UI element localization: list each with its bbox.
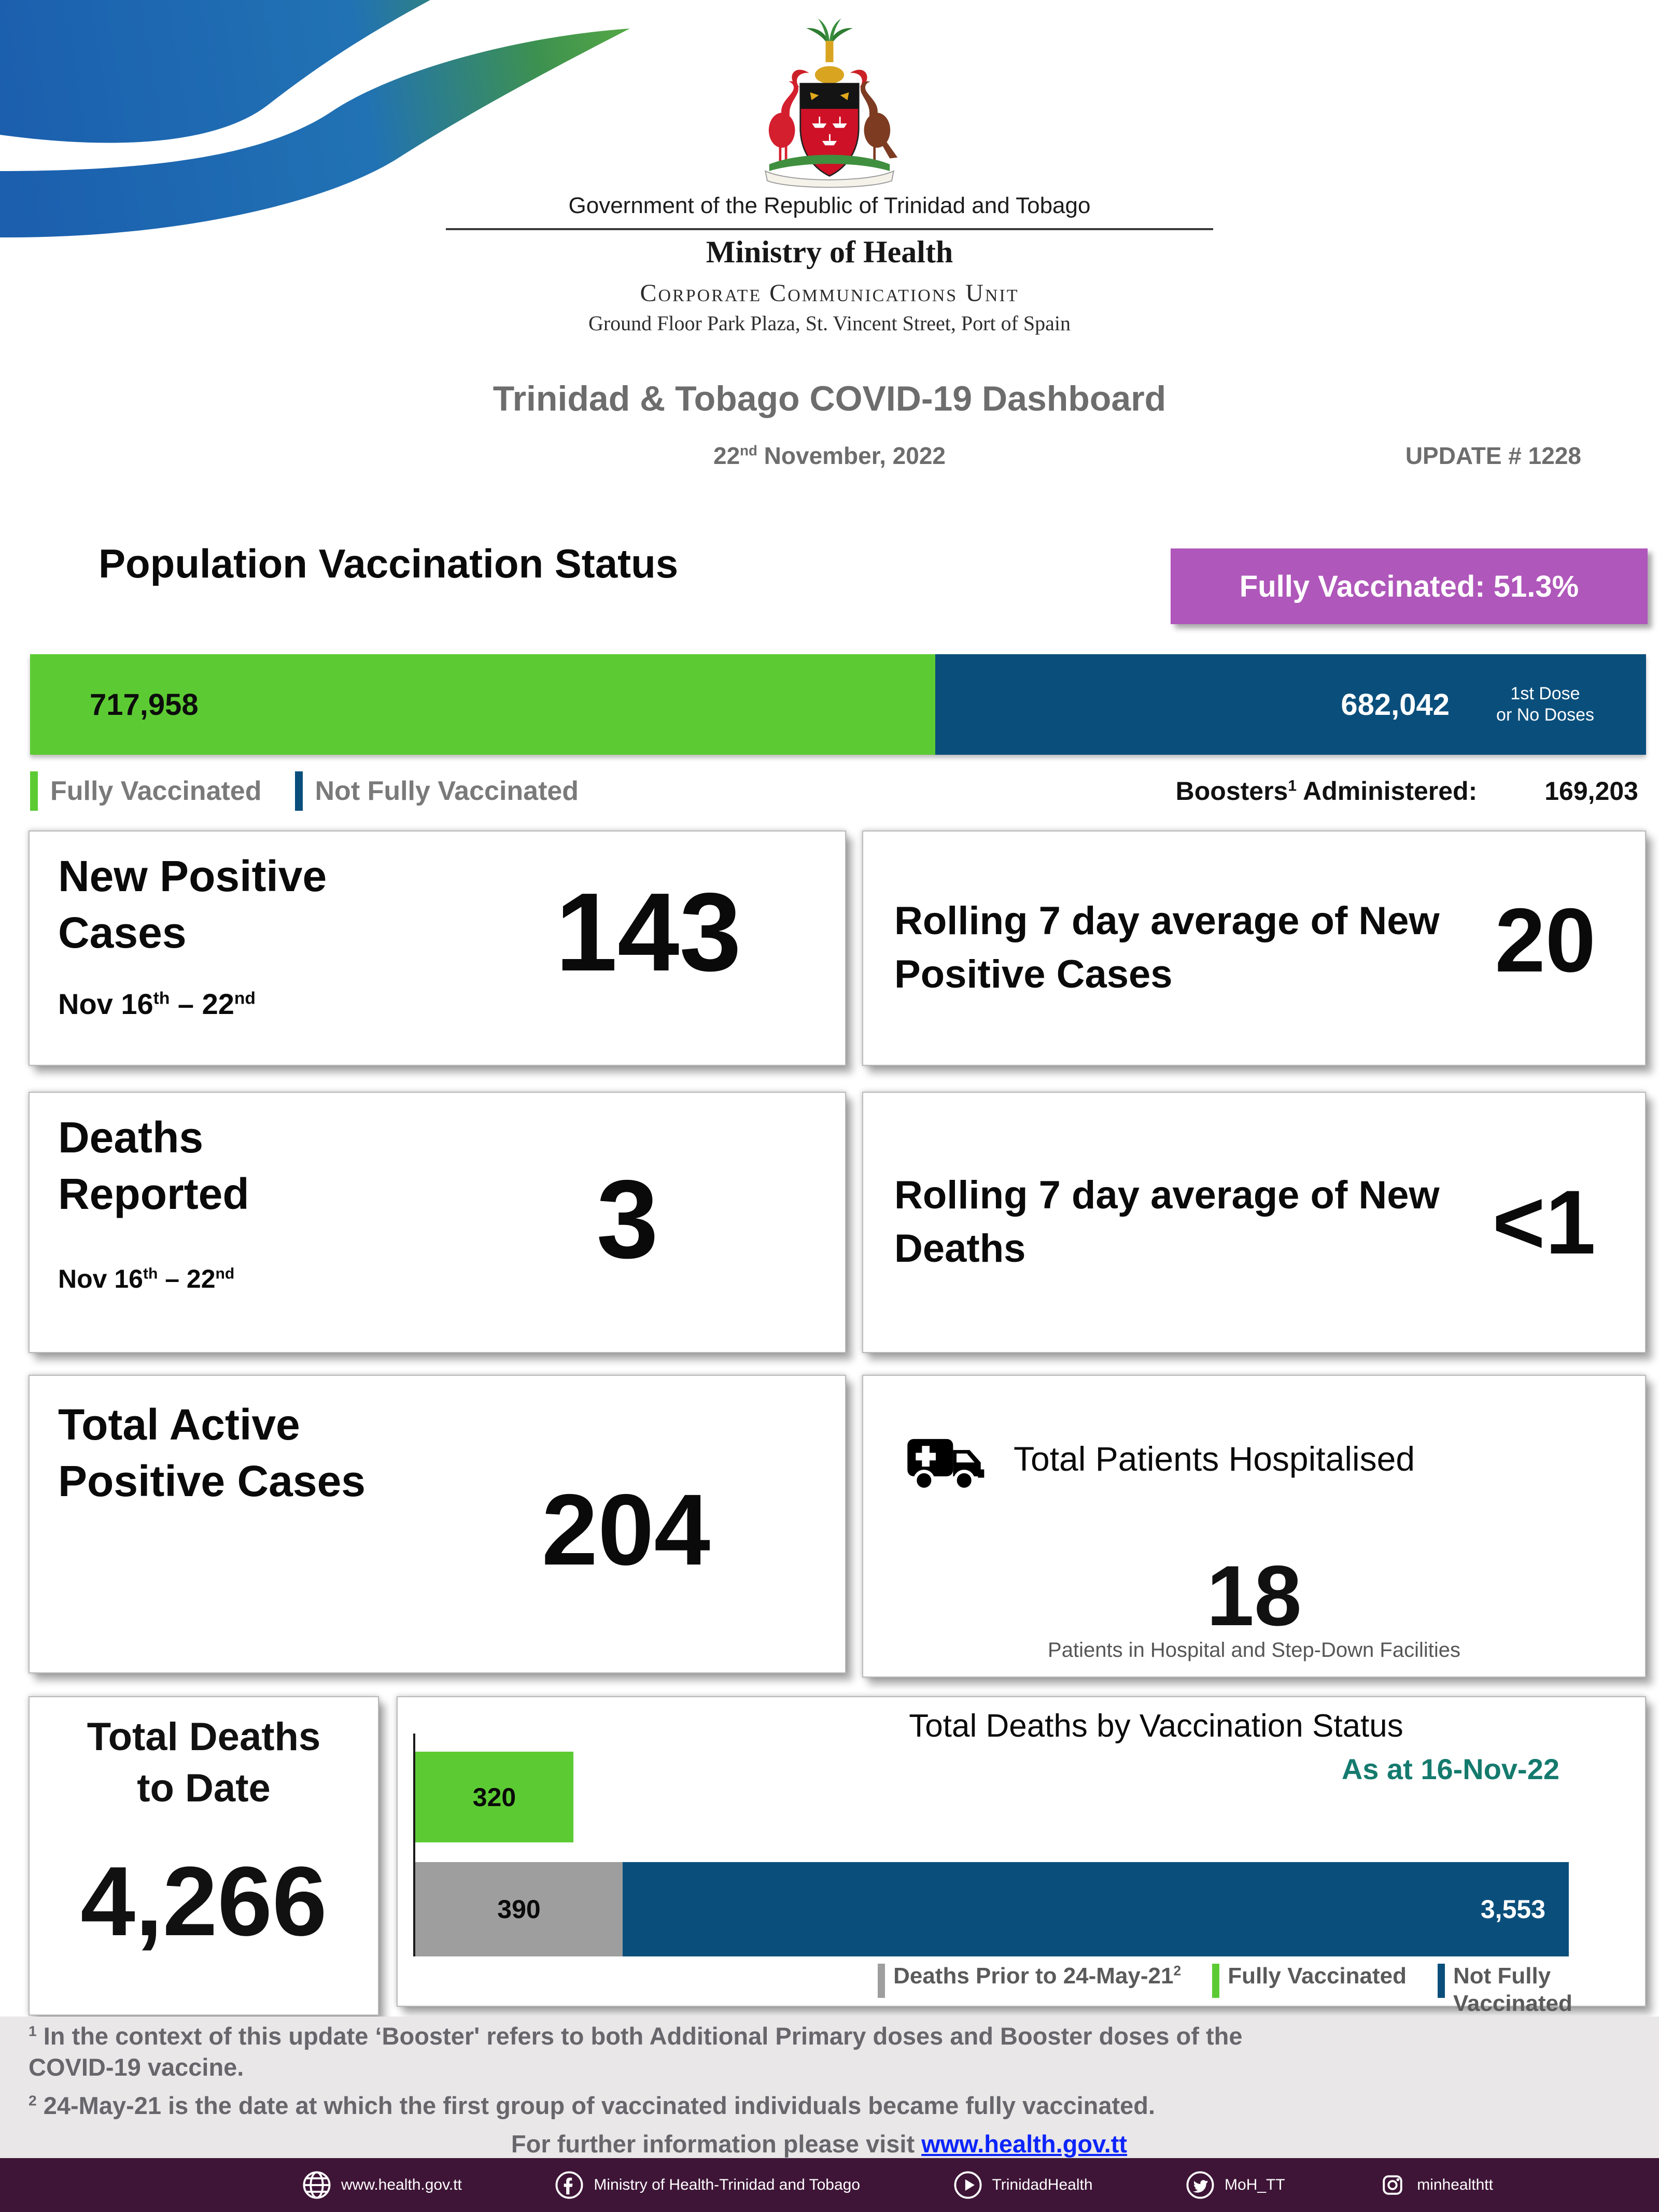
chart-axis-line (413, 1734, 415, 1956)
not-fully-legend-swatch (294, 771, 303, 811)
card-period: Nov 16th – 22nd (58, 988, 256, 1020)
vaccination-section-title: Population Vaccination Status (99, 541, 679, 586)
deaths-prior-bar-label: 390 (497, 1895, 541, 1924)
card-value: 20 (1495, 890, 1596, 991)
deaths-reported-card: Deaths Reported Nov 16th – 22nd 3 (29, 1092, 846, 1353)
crest-cocrico-right (861, 81, 898, 162)
card-title: Total Active Positive Cases (58, 1400, 366, 1506)
hospitalised-card: Total Patients Hospitalised 18 Patients … (862, 1375, 1646, 1678)
card-value: 204 (541, 1473, 710, 1586)
card-caption: Patients in Hospital and Step-Down Facil… (1048, 1639, 1460, 1661)
fully-vaccinated-count: 717,958 (90, 687, 199, 722)
legend-item-fully: Fully Vaccinated (1212, 1963, 1407, 2018)
chart-legend: Deaths Prior to 24-May-212 Fully Vaccina… (878, 1963, 1609, 2018)
fully-vaccinated-badge: Fully Vaccinated: 51.3% (1171, 548, 1648, 624)
fully-vaccinated-bar-label: 320 (472, 1782, 516, 1812)
ministry-address: Ground Floor Park Plaza, St. Vincent Str… (588, 312, 1071, 335)
fully-legend-swatch (1212, 1964, 1220, 1998)
not-fully-count: 682,042 (1341, 687, 1450, 722)
card-value: 18 (1206, 1548, 1302, 1643)
facebook-icon (555, 2171, 583, 2199)
not-fully-vaccinated-segment: 682,042 1st Dose or No Doses (935, 654, 1646, 755)
card-title: Total Deaths to Date (87, 1715, 321, 1810)
rolling-average-deaths-card: Rolling 7 day average of New Deaths <1 (862, 1092, 1646, 1353)
rolling-average-cases-card: Rolling 7 day average of New Positive Ca… (862, 830, 1646, 1066)
chart-as-at-date: As at 16-Nov-22 (1341, 1753, 1559, 1785)
card-title: New Positive Cases (58, 852, 327, 957)
card-title: Total Patients Hospitalised (1014, 1440, 1415, 1478)
footer-facebook[interactable]: Ministry of Health-Trinidad and Tobago (553, 2169, 860, 2201)
youtube-icon (954, 2171, 981, 2199)
vaccination-bar: 717,958 682,042 1st Dose or No Doses (30, 654, 1646, 755)
card-value: 4,266 (80, 1847, 327, 1956)
footer-twitter[interactable]: MoH_TT (1184, 2169, 1285, 2201)
card-value: 3 (596, 1157, 658, 1281)
more-info-line: For further information please visit www… (511, 2130, 1128, 2158)
first-dose-note: 1st Dose or No Doses (1496, 684, 1594, 725)
legend-item-not-fully: Not Fully Vaccinated (1438, 1963, 1609, 2018)
header-divider (446, 228, 1213, 230)
social-footer: www.health.gov.tt Ministry of Health-Tri… (0, 2158, 1659, 2212)
prior-legend-swatch (878, 1964, 885, 1998)
card-title: Rolling 7 day average of New Positive Ca… (894, 899, 1440, 996)
crest-shield (799, 82, 860, 177)
stacked-deaths-bar: 390 3,553 (415, 1862, 1569, 1956)
deaths-by-vaccination-chart-card: Total Deaths by Vaccination Status As at… (397, 1696, 1646, 2016)
ambulance-icon (907, 1439, 985, 1491)
not-fully-legend-swatch (1438, 1964, 1445, 1998)
card-title: Deaths Reported (58, 1113, 249, 1219)
not-fully-bar-label: 3,553 (1480, 1895, 1545, 1924)
card-title: Rolling 7 day average of New Deaths (894, 1173, 1440, 1271)
unit-name: Corporate Communications Unit (640, 279, 1019, 307)
coat-of-arms (764, 18, 898, 188)
footnote-1: 1 In the context of this update ‘Booster… (29, 2022, 1243, 2081)
boosters-value: 169,203 (1544, 777, 1638, 806)
twitter-icon (1186, 2171, 1214, 2199)
fully-vaccinated-legend-label: Fully Vaccinated (50, 776, 262, 806)
instagram-icon (1383, 2175, 1402, 2195)
boosters-administered: Boosters1 Administered: 169,203 (1175, 777, 1638, 806)
card-value: <1 (1492, 1172, 1596, 1273)
fully-vaccinated-segment: 717,958 (30, 654, 935, 755)
fully-vaccinated-bar: 320 (415, 1752, 573, 1842)
corner-swoosh-graphic (0, 0, 630, 238)
footnote-2: 2 24-May-21 is the date at which the fir… (29, 2092, 1156, 2120)
globe-icon (303, 2171, 331, 2199)
total-active-cases-card: Total Active Positive Cases 204 (29, 1375, 846, 1673)
update-number: UPDATE # 1228 (1405, 442, 1581, 469)
card-period: Nov 16th – 22nd (58, 1264, 235, 1293)
legend-item-prior: Deaths Prior to 24-May-212 (878, 1963, 1181, 2018)
page-title: Trinidad & Tobago COVID-19 Dashboard (493, 379, 1166, 418)
ministry-name: Ministry of Health (706, 235, 953, 269)
vaccination-legend: Fully Vaccinated Not Fully Vaccinated Bo… (30, 771, 1638, 811)
footer-instagram[interactable]: minhealthtt (1376, 2169, 1493, 2201)
not-fully-vaccinated-bar: 3,553 (623, 1862, 1569, 1956)
government-line: Government of the Republic of Trinidad a… (568, 193, 1091, 218)
footer-youtube[interactable]: TrinidadHealth (952, 2169, 1093, 2201)
fully-vaccinated-legend-swatch (30, 771, 38, 811)
new-positive-cases-card: New Positive Cases Nov 16th – 22nd 143 (29, 830, 846, 1066)
deaths-prior-bar: 390 (415, 1862, 623, 1956)
chart-title: Total Deaths by Vaccination Status (909, 1708, 1403, 1744)
crest-palm (806, 18, 853, 62)
card-value: 143 (555, 869, 741, 994)
not-fully-legend-label: Not Fully Vaccinated (315, 776, 579, 806)
crest-ibis-left (768, 81, 798, 162)
footnotes: 1 In the context of this update ‘Booster… (0, 2017, 1659, 2158)
health-gov-link[interactable]: www.health.gov.tt (921, 2130, 1128, 2158)
total-deaths-card: Total Deaths to Date 4,266 (29, 1696, 379, 2016)
footer-website[interactable]: www.health.gov.tt (301, 2169, 462, 2201)
report-date: 22nd November, 2022 (713, 442, 946, 469)
